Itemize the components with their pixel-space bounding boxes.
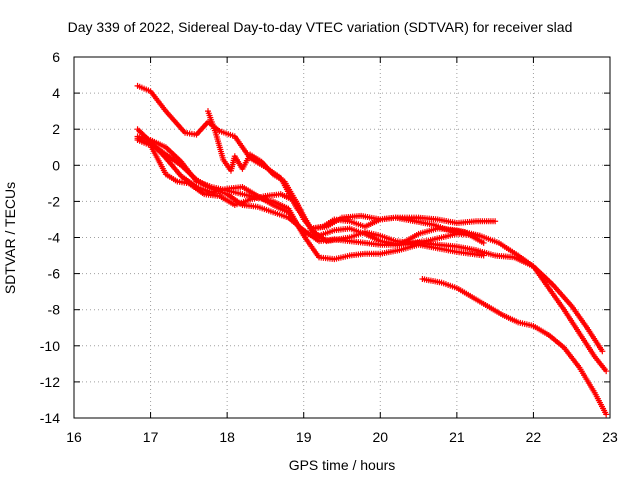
series-trail: [136, 128, 604, 352]
y-tick-label: 6: [52, 49, 60, 65]
y-tick-label: -6: [48, 266, 61, 282]
axis-ticks: 16 17 18 19 20 21 22 23 -14 -12 -10 -8 -6 -4 -2 0 2 4 6: [40, 49, 618, 445]
data-series: [134, 82, 610, 418]
series-track-3: [134, 126, 606, 355]
x-tick-label: 20: [372, 429, 388, 445]
x-tick-label: 21: [449, 429, 465, 445]
data-point: [599, 348, 606, 355]
data-point: [480, 239, 487, 246]
x-axis-label: GPS time / hours: [288, 457, 396, 473]
y-tick-label: -14: [40, 410, 60, 426]
series-trail: [206, 110, 496, 230]
y-tick-label: -8: [48, 302, 61, 318]
y-tick-label: 2: [52, 121, 60, 137]
data-point: [480, 252, 487, 259]
chart-title: Day 339 of 2022, Sidereal Day-to-day VTE…: [67, 19, 573, 35]
x-tick-label: 16: [66, 429, 82, 445]
series-track-2: [205, 108, 499, 232]
grid-lines: [74, 57, 610, 418]
y-tick-label: -12: [40, 374, 60, 390]
x-tick-label: 19: [296, 429, 312, 445]
data-point: [603, 411, 610, 418]
data-point: [492, 218, 499, 225]
y-tick-label: -2: [48, 193, 61, 209]
series-track-7: [419, 276, 610, 418]
x-tick-label: 23: [602, 429, 618, 445]
series-track-6: [134, 137, 483, 246]
y-tick-label: 0: [52, 157, 60, 173]
y-tick-label: -10: [40, 338, 60, 354]
y-axis-label: SDTVAR / TECUs: [2, 181, 18, 295]
x-tick-label: 18: [219, 429, 235, 445]
x-tick-label: 22: [526, 429, 542, 445]
y-tick-label: -4: [48, 230, 61, 246]
y-tick-label: 4: [52, 85, 60, 101]
data-point: [476, 232, 483, 239]
data-point: [603, 368, 610, 375]
series-trail: [422, 277, 608, 415]
series-track-5: [134, 133, 487, 263]
x-tick-label: 17: [143, 429, 159, 445]
